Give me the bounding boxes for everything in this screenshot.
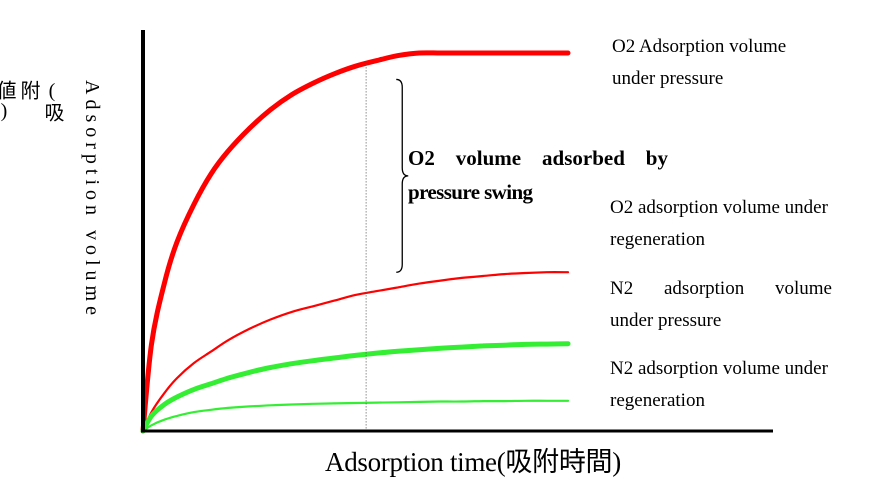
y-axis-label-en: Adsorption volume: [81, 80, 103, 320]
annotation-label: O2 volume adsorbed by pressure swing: [408, 141, 668, 209]
series-line-1: [141, 271, 570, 433]
series-label-line: regeneration: [610, 229, 705, 250]
series-label-n2-pressure: N2 adsorption volume under pressure: [610, 273, 832, 337]
series-label-n2-regeneration: N2 adsorption volume under regeneration: [610, 353, 854, 417]
series-label-line: under pressure: [610, 310, 722, 331]
series-label-line: O2 Adsorption volume: [612, 36, 787, 57]
curves: [140, 50, 571, 434]
series-label-line: N2 adsorption volume under: [610, 358, 828, 379]
series-label-line: N2 adsorption volume: [610, 278, 832, 299]
series-line-2: [140, 341, 571, 434]
series-line-0: [140, 50, 571, 434]
series-label-o2-regeneration: O2 adsorption volume under regeneration: [610, 192, 854, 256]
series-line-3: [141, 399, 570, 433]
annotation-line: O2 volume adsorbed by: [408, 146, 668, 170]
annotation-line: pressure swing: [408, 180, 533, 204]
annotation-bracket: [396, 78, 409, 273]
series-label-line: under pressure: [612, 68, 724, 89]
x-axis-label: Adsorption time(吸附時間): [325, 447, 621, 477]
y-axis-label-cn: (吸附値): [0, 80, 63, 122]
series-label-line: O2 adsorption volume under: [610, 197, 828, 218]
series-label-o2-pressure: O2 Adsorption volume under pressure: [612, 31, 842, 95]
series-label-line: regeneration: [610, 390, 705, 411]
